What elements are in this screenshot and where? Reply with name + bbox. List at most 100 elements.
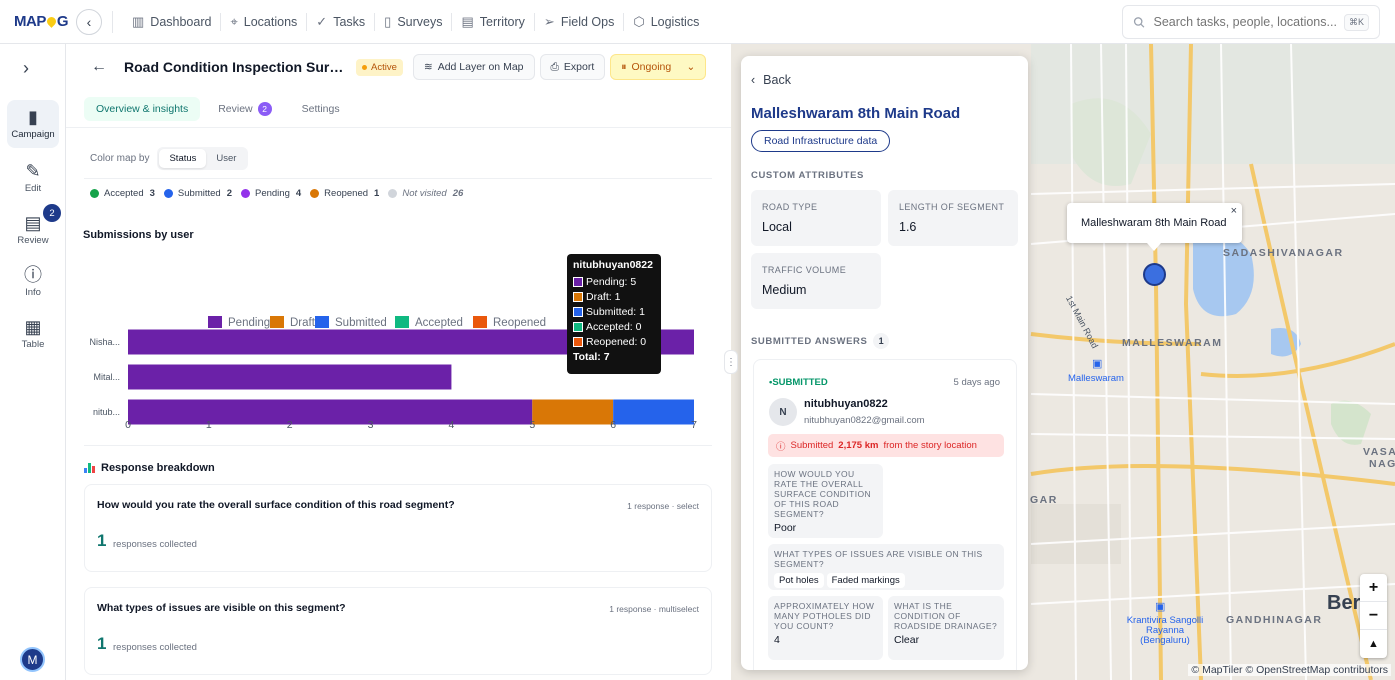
nav-dashboard[interactable]: ▥ Dashboard [123,14,220,30]
x-tick-label: 1 [206,419,212,431]
nav-divider [451,12,453,31]
question-card[interactable]: How would you rate the overall surface c… [84,484,712,572]
sidebar-item-info[interactable]: ⓘ Info [7,258,59,306]
map-label-gandhinagar: GANDHINAGAR [1226,614,1323,626]
zoom-in-button[interactable]: + [1360,574,1387,602]
color-by-label: Color map by [90,153,150,164]
custom-attributes-caption: CUSTOM ATTRIBUTES [751,170,864,181]
status-dot [163,189,173,198]
color-by-user[interactable]: User [216,153,237,164]
popup-pointer [1147,243,1161,251]
divider [84,445,712,446]
answer-value: Clear [894,634,920,646]
app-logo[interactable]: MAP G [14,13,70,30]
legend-label: Not visited [402,188,447,199]
export-button[interactable]: ⎙ Export [539,54,606,80]
tooltip-row: Pending: 5 [573,274,655,289]
question-text: How would you rate the overall surface c… [97,499,455,511]
sidebar-item-table[interactable]: ▦ Table [7,310,59,358]
legend-label: Submitted [335,317,387,329]
attribute-key: LENGTH OF SEGMENT [899,202,1005,212]
answer-question: APPROXIMATELY HOW MANY POTHOLES DID YOU … [774,601,875,631]
legend-submitted[interactable]: Submitted 2 [163,188,235,199]
legend-pending[interactable]: Pending 4 [241,188,304,199]
location-marker[interactable] [1143,263,1166,286]
nav-tasks[interactable]: ✓ Tasks [307,14,374,30]
answer-item: HOW WOULD YOU RATE THE OVERALL SURFACE C… [768,464,883,538]
page-title: Road Condition Inspection Surve... [124,59,344,75]
back-arrow-icon[interactable]: ← [91,58,107,75]
tooltip-total: Total: 7 [573,351,610,363]
panel-resize-handle[interactable]: ⋮ [724,350,738,374]
responses-label: responses collected [113,539,197,550]
ongoing-dropdown[interactable]: ⏸ Ongoing ⌄ [610,54,707,80]
back-icon[interactable]: ‹ [76,8,102,35]
nav-territory[interactable]: ▤ Territory [452,14,533,30]
compass-button[interactable]: ▲ [1368,638,1379,650]
answer-status: •SUBMITTED [769,377,828,388]
nav-label: Tasks [333,14,366,29]
answer-chip: Pot holes [774,573,824,588]
chart-bar [128,399,533,425]
nav-field-ops[interactable]: ➢ Field Ops [535,14,623,30]
pause-icon: ⏸ [621,60,627,73]
avatar: N [769,398,797,426]
sidebar-item-label: Info [25,287,41,298]
left-sidebar: › ▮ Campaign ✎ Edit ▤ Review 2 ⓘ Info ▦ Table [0,44,66,680]
legend-label: Pending [255,188,290,199]
nav-logistics[interactable]: ⬡ Logistics [624,14,708,30]
tooltip-label: Pending: 5 [586,275,637,288]
legend-count: 1 [374,188,380,199]
swatch [573,291,583,302]
legend-count: 26 [452,188,464,199]
tab-settings[interactable]: Settings [290,97,352,121]
panel-back-button[interactable]: ‹ Back [751,73,791,87]
answer-question: WHAT TYPES OF ISSUES ARE VISIBLE ON THIS… [774,549,983,569]
color-by-status[interactable]: Status [159,149,207,168]
tab-label: Review [218,102,253,115]
nav-locations[interactable]: ⌖ Locations [221,14,306,30]
answer-status-text: SUBMITTED [772,377,828,388]
legend-swatch [270,316,284,328]
sidebar-item-edit[interactable]: ✎ Edit [7,154,59,202]
nav-divider [220,12,222,31]
sidebar-item-review[interactable]: ▤ Review 2 [7,204,61,254]
answer-value: 4 [774,634,780,646]
zoom-out-button[interactable]: − [1360,602,1387,630]
legend-accepted[interactable]: Accepted 3 [90,188,158,199]
nav-surveys[interactable]: ▯ Surveys [375,14,451,30]
legend-label: Submitted [177,188,221,199]
campaign-tabs: Overview & insights Review 2 Settings [66,90,731,128]
sidebar-item-label: Table [21,339,45,350]
legend-reopened[interactable]: Reopened 1 [310,188,382,199]
user-avatar[interactable]: M [20,647,45,672]
answers-count-badge: 1 [873,333,890,349]
attribute-card: LENGTH OF SEGMENT 1.6 [888,190,1018,246]
data-layer-tag[interactable]: Road Infrastructure data [751,130,891,152]
legend-label: Draft [290,317,316,329]
warn-text: Submitted [790,440,834,451]
tooltip-row: Submitted: 1 [573,304,655,319]
legend-swatch [315,316,329,328]
expand-sidebar-icon[interactable]: › [23,58,29,78]
sidebar-item-campaign[interactable]: ▮ Campaign [7,100,59,148]
submitted-answers-caption: SUBMITTED ANSWERS 1 [751,333,890,349]
alert-icon: ⓘ [776,441,786,453]
add-layer-button[interactable]: ≋ Add Layer on Map [412,54,535,80]
tab-review[interactable]: Review 2 [206,96,283,122]
legend-label: Reopened [324,188,369,199]
legend-not-visited[interactable]: Not visited 26 [388,188,466,199]
status-dot [241,189,250,198]
sidebar-item-label: Edit [24,183,42,194]
response-count: 1 [97,531,107,550]
question-card[interactable]: What types of issues are visible on this… [84,587,712,675]
question-meta: 1 response · select [627,501,699,511]
search-input[interactable] [1153,15,1336,29]
nav-label: Logistics [650,14,700,29]
status-dot [90,189,99,198]
close-icon[interactable]: × [1230,205,1237,217]
global-search[interactable]: ⌘K [1122,5,1380,39]
x-tick-label: 6 [610,419,616,431]
tab-overview[interactable]: Overview & insights [84,96,201,121]
x-tick-label: 5 [529,419,535,431]
